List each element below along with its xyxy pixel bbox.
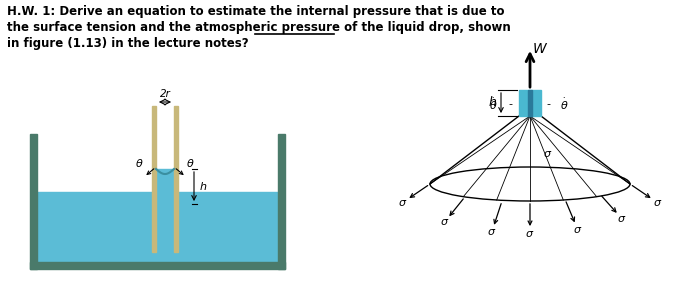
Text: $\sigma$: $\sigma$ <box>618 214 627 224</box>
Text: $\theta$: $\theta$ <box>186 157 194 169</box>
Text: h: h <box>488 97 496 109</box>
Bar <box>519 90 541 116</box>
Text: $\sigma$: $\sigma$ <box>487 227 496 237</box>
Text: $\sigma$: $\sigma$ <box>440 217 449 228</box>
Bar <box>37 192 278 262</box>
Text: $\dot{\theta}$: $\dot{\theta}$ <box>489 96 498 112</box>
Bar <box>152 106 156 252</box>
Text: in figure (1.13) in the lecture notes?: in figure (1.13) in the lecture notes? <box>7 37 249 50</box>
Text: 2r: 2r <box>159 89 170 99</box>
Text: $\theta$: $\theta$ <box>135 157 144 169</box>
Text: -: - <box>546 99 550 109</box>
Text: $\sigma$: $\sigma$ <box>398 198 407 208</box>
Text: W: W <box>533 42 547 56</box>
Bar <box>278 134 285 269</box>
Bar <box>156 169 174 252</box>
Text: $\dot{\theta}$: $\dot{\theta}$ <box>560 96 569 112</box>
Bar <box>174 106 178 252</box>
Bar <box>30 262 285 269</box>
Text: $\sigma$: $\sigma$ <box>653 198 662 208</box>
Text: $\sigma$: $\sigma$ <box>573 225 583 235</box>
Text: h: h <box>200 181 207 191</box>
Bar <box>30 134 37 269</box>
Text: $\sigma$: $\sigma$ <box>526 229 534 239</box>
Text: H.W. 1: Derive an equation to estimate the internal pressure that is due to: H.W. 1: Derive an equation to estimate t… <box>7 5 504 18</box>
Bar <box>528 90 532 116</box>
Text: $\sigma$: $\sigma$ <box>543 149 552 159</box>
Text: -: - <box>508 99 512 109</box>
Text: the surface tension and the atmospheric pressure of the liquid drop, shown: the surface tension and the atmospheric … <box>7 21 510 34</box>
